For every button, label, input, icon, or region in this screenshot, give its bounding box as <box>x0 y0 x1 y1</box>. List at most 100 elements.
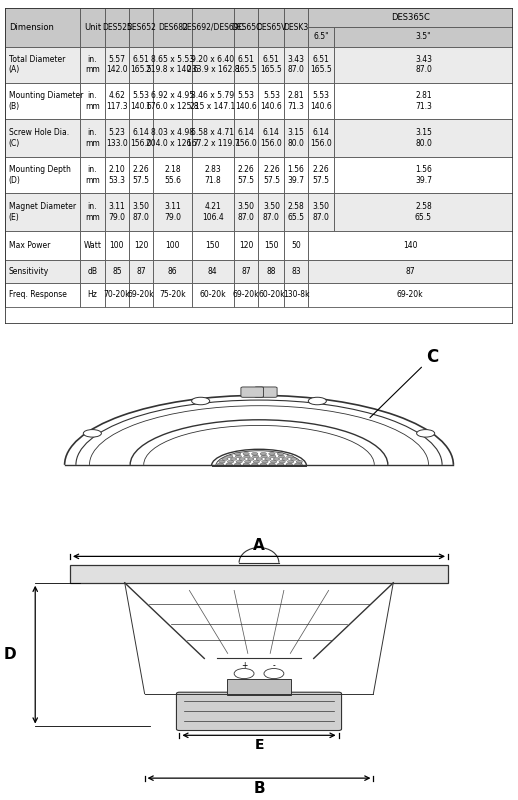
Text: 84: 84 <box>208 266 218 276</box>
Text: 3.11
79.0: 3.11 79.0 <box>108 202 125 222</box>
Circle shape <box>252 463 258 466</box>
Bar <box>258 283 284 306</box>
Text: 6.51
165.5: 6.51 165.5 <box>261 55 282 74</box>
Bar <box>234 8 258 46</box>
Circle shape <box>192 398 210 405</box>
Text: 60-20k: 60-20k <box>258 290 285 299</box>
Bar <box>334 157 513 193</box>
Text: 6.14
156.0: 6.14 156.0 <box>131 128 152 147</box>
Bar <box>308 283 513 306</box>
Bar <box>234 193 258 230</box>
Text: 75-20k: 75-20k <box>160 290 186 299</box>
Text: 85: 85 <box>112 266 122 276</box>
Bar <box>234 230 258 259</box>
Bar <box>258 157 284 193</box>
Bar <box>192 259 234 283</box>
Bar <box>284 157 308 193</box>
Bar <box>308 8 513 27</box>
Text: 3.5": 3.5" <box>415 33 431 42</box>
Bar <box>192 119 234 157</box>
Bar <box>105 119 129 157</box>
Bar <box>334 46 513 82</box>
Bar <box>129 119 153 157</box>
Circle shape <box>236 460 242 463</box>
Circle shape <box>269 463 275 466</box>
Text: 6.51
165.5: 6.51 165.5 <box>235 55 257 74</box>
Text: 2.26
57.5: 2.26 57.5 <box>312 165 329 185</box>
Circle shape <box>83 430 102 437</box>
Text: 60-20k: 60-20k <box>199 290 226 299</box>
Circle shape <box>261 455 267 458</box>
Text: 1.56
39.7: 1.56 39.7 <box>415 165 432 185</box>
Bar <box>80 283 105 306</box>
Text: 87: 87 <box>136 266 146 276</box>
Text: 6.92 x 4.95
176.0 x 125.8: 6.92 x 4.95 176.0 x 125.8 <box>147 91 199 110</box>
Text: A: A <box>253 538 265 553</box>
Bar <box>5 193 80 230</box>
Text: Unit: Unit <box>84 22 101 32</box>
Text: 3.43
87.0: 3.43 87.0 <box>415 55 432 74</box>
Circle shape <box>226 463 232 466</box>
Circle shape <box>269 453 275 455</box>
Bar <box>5 157 80 193</box>
Text: 6.51
165.5: 6.51 165.5 <box>310 55 332 74</box>
Circle shape <box>261 463 267 466</box>
Text: 8.46 x 5.79
215 x 147.1: 8.46 x 5.79 215 x 147.1 <box>190 91 235 110</box>
Bar <box>80 119 105 157</box>
Bar <box>258 230 284 259</box>
Text: 5.53
140.6: 5.53 140.6 <box>261 91 282 110</box>
Text: 120: 120 <box>239 241 253 250</box>
Bar <box>258 119 284 157</box>
Bar <box>5 230 80 259</box>
Bar <box>80 259 105 283</box>
Circle shape <box>265 458 271 460</box>
Bar <box>105 259 129 283</box>
Circle shape <box>226 455 233 458</box>
Bar <box>192 8 234 46</box>
Bar <box>70 565 448 583</box>
Bar <box>129 193 153 230</box>
Text: 69-20k: 69-20k <box>128 290 154 299</box>
Bar <box>334 119 513 157</box>
Bar <box>308 230 513 259</box>
Text: DESK3: DESK3 <box>283 22 309 32</box>
Circle shape <box>262 460 268 463</box>
Circle shape <box>287 460 294 463</box>
Bar <box>80 193 105 230</box>
Bar <box>153 8 192 46</box>
Circle shape <box>243 463 250 466</box>
Bar <box>258 46 284 82</box>
Bar <box>192 283 234 306</box>
Text: 6.14
156.0: 6.14 156.0 <box>310 128 332 147</box>
Circle shape <box>227 460 234 463</box>
Bar <box>284 259 308 283</box>
Circle shape <box>244 455 250 458</box>
Text: 8.03 x 4.98
204.0 x 126.7: 8.03 x 4.98 204.0 x 126.7 <box>147 128 199 147</box>
Bar <box>192 193 234 230</box>
FancyBboxPatch shape <box>177 692 341 730</box>
Text: 3.50
87.0: 3.50 87.0 <box>133 202 150 222</box>
Text: Magnet Diameter
(E): Magnet Diameter (E) <box>9 202 76 222</box>
Bar <box>192 82 234 119</box>
Text: 2.81
71.3: 2.81 71.3 <box>287 91 305 110</box>
FancyBboxPatch shape <box>254 387 277 398</box>
Text: 2.26
57.5: 2.26 57.5 <box>263 165 280 185</box>
Text: DES692/DES69C: DES692/DES69C <box>181 22 244 32</box>
Bar <box>105 82 129 119</box>
Circle shape <box>234 669 254 678</box>
Text: C: C <box>370 347 439 418</box>
Circle shape <box>234 453 241 455</box>
Text: Mounting Depth
(D): Mounting Depth (D) <box>9 165 70 185</box>
Text: 100: 100 <box>165 241 180 250</box>
FancyBboxPatch shape <box>241 387 264 398</box>
Bar <box>105 46 129 82</box>
Bar <box>284 283 308 306</box>
Bar <box>5 8 80 46</box>
Bar <box>234 259 258 283</box>
Text: 140: 140 <box>403 241 418 250</box>
Text: Watt: Watt <box>83 241 102 250</box>
Bar <box>284 82 308 119</box>
Circle shape <box>296 460 303 463</box>
Text: 5.23
133.0: 5.23 133.0 <box>106 128 128 147</box>
Text: in.
mm: in. mm <box>85 165 100 185</box>
